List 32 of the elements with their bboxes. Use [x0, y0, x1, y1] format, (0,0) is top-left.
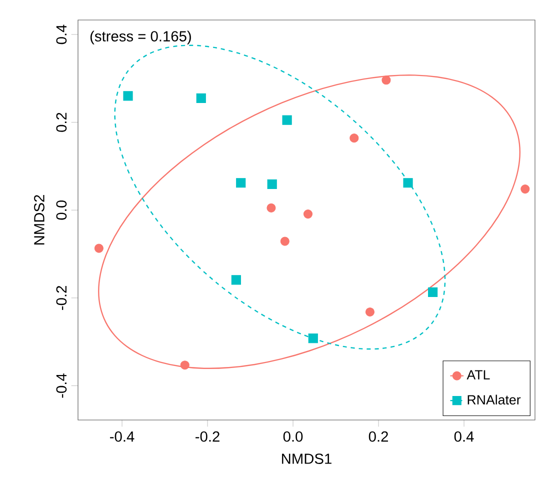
x-tick-label: 0.4	[454, 431, 474, 442]
point	[282, 115, 292, 125]
point	[382, 76, 391, 85]
point	[308, 334, 318, 344]
x-tick-label: 0.2	[368, 431, 388, 442]
x-tick-label: -0.2	[196, 431, 220, 442]
x-tick-label: 0.0	[283, 431, 303, 442]
point	[180, 360, 190, 370]
y-tick-label: -0.2	[56, 286, 67, 310]
y-tick-label: -0.4	[56, 374, 67, 398]
x-axis-title: NMDS1	[282, 454, 332, 464]
point	[123, 91, 133, 101]
point	[231, 275, 241, 285]
point	[280, 236, 290, 246]
point	[267, 179, 277, 190]
x-tick-label: -0.4	[110, 431, 134, 442]
point	[350, 134, 359, 143]
y-tick-label: 0.0	[56, 200, 67, 220]
point	[365, 307, 375, 317]
y-tick-label: 0.2	[56, 112, 67, 132]
point	[236, 178, 246, 188]
point	[196, 93, 206, 103]
point	[403, 178, 413, 188]
point	[303, 210, 313, 219]
legend-label: RNAlater	[468, 394, 521, 405]
point	[266, 203, 276, 212]
y-axis-title: NMDS2	[34, 195, 44, 244]
point	[94, 244, 104, 253]
annotation: (stress = 0.165)	[90, 30, 191, 44]
y-tick-label: 0.4	[56, 24, 67, 44]
legend-label: ATL	[466, 370, 490, 380]
point	[428, 287, 438, 298]
